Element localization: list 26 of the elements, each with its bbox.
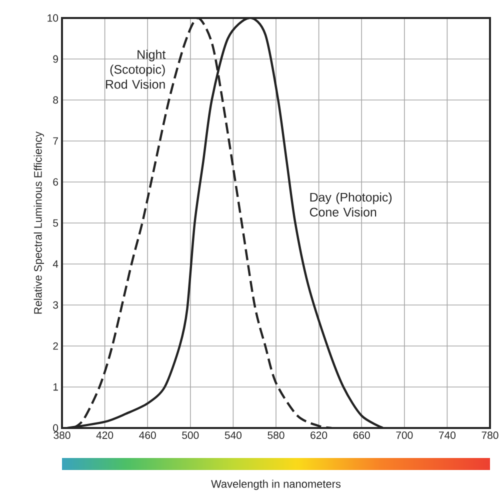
y-tick-label: 4 [52,260,58,268]
x-tick-label: 620 [310,431,328,439]
x-tick-label: 420 [96,431,114,439]
y-tick-label: 10 [48,14,58,22]
x-tick-label: 580 [268,431,284,439]
x-tick-label: 540 [224,431,242,439]
y-tick-label: 1 [53,383,58,390]
y-tick-label: 7 [53,137,58,144]
x-tick-label: 660 [353,431,370,439]
x-tick-label: 500 [182,431,199,439]
y-tick-label: 8 [53,96,58,104]
series-label: Night (Scotopic) Rod Vision [106,50,166,89]
series-label: Day (Photopic) Cone Vision [310,192,392,216]
y-tick-label: 9 [53,55,58,63]
y-tick-label: 6 [53,178,58,186]
x-axis-title: Wavelength in nanometers [211,480,341,490]
y-axis-title: Relative Spectral Luminous Efficiency [34,131,44,314]
y-tick-label: 5 [53,219,58,227]
x-tick-label: 740 [439,431,456,439]
x-tick-label: 700 [396,431,413,439]
y-tick-label: 2 [53,342,58,350]
x-tick-label: 460 [139,431,156,439]
x-tick-label: 780 [482,431,498,439]
y-tick-label: 3 [53,301,58,309]
y-tick-label: 0 [53,424,58,432]
x-tick-label: 380 [54,431,70,439]
